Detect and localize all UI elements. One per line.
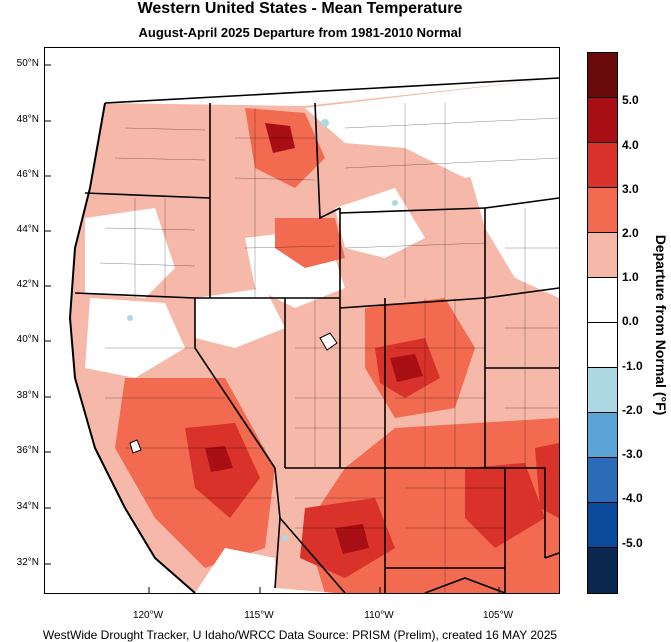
lat-label: 42°N: [16, 279, 39, 290]
lat-label: 44°N: [16, 224, 39, 235]
legend-label: -2.0: [622, 403, 643, 417]
legend-label: -1.0: [622, 359, 643, 373]
legend-title: Departure from Normal (°F): [653, 234, 669, 416]
legend-swatch: [588, 413, 617, 458]
lon-label: 105°W: [482, 610, 514, 621]
legend-swatch: [588, 98, 617, 143]
lon-label: 120°W: [132, 610, 164, 621]
lat-label: 50°N: [16, 58, 39, 69]
lat-label: 46°N: [16, 169, 39, 180]
county-borders: [99, 103, 559, 593]
map-title: Western United States - Mean Temperature: [137, 0, 463, 17]
source-footer: WestWide Drought Tracker, U Idaho/WRCC D…: [42, 628, 558, 642]
legend-colorbar: [587, 52, 618, 594]
legend-label: 5.0: [622, 93, 639, 107]
lat-label: 40°N: [16, 334, 39, 345]
legend-label: -3.0: [622, 447, 643, 461]
legend-label: -5.0: [622, 536, 643, 550]
legend-label: -4.0: [622, 491, 643, 505]
lat-label: 38°N: [16, 390, 39, 401]
lon-label: 115°W: [244, 610, 274, 621]
lat-label: 34°N: [16, 501, 39, 512]
temperature-departure-map: [44, 47, 560, 594]
legend-swatch: [588, 368, 617, 413]
lat-label: 36°N: [16, 445, 39, 456]
legend-label: 4.0: [622, 138, 639, 152]
coastline: [68, 102, 196, 593]
anomaly-field: [70, 78, 559, 593]
legend-swatch: [588, 458, 617, 503]
legend-swatch: [588, 53, 617, 98]
legend-label: 0.0: [622, 314, 639, 328]
legend-swatch: [588, 323, 617, 368]
map-subtitle: August-April 2025 Departure from 1981-20…: [138, 25, 462, 40]
legend-swatch: [588, 503, 617, 548]
map-canvas: [45, 48, 559, 593]
state-borders: [74, 77, 559, 593]
legend-label: 3.0: [622, 182, 639, 196]
legend-swatch: [588, 278, 617, 323]
legend-swatch: [588, 548, 617, 593]
legend-label: 2.0: [622, 226, 639, 240]
lat-label: 32°N: [16, 557, 39, 568]
graticule-ticks: [45, 64, 500, 593]
legend-swatch: [588, 188, 617, 233]
lat-label: 48°N: [16, 114, 39, 125]
legend-swatch: [588, 143, 617, 188]
legend-label: 1.0: [622, 270, 639, 284]
lon-label: 110°W: [364, 610, 394, 621]
legend-swatch: [588, 233, 617, 278]
